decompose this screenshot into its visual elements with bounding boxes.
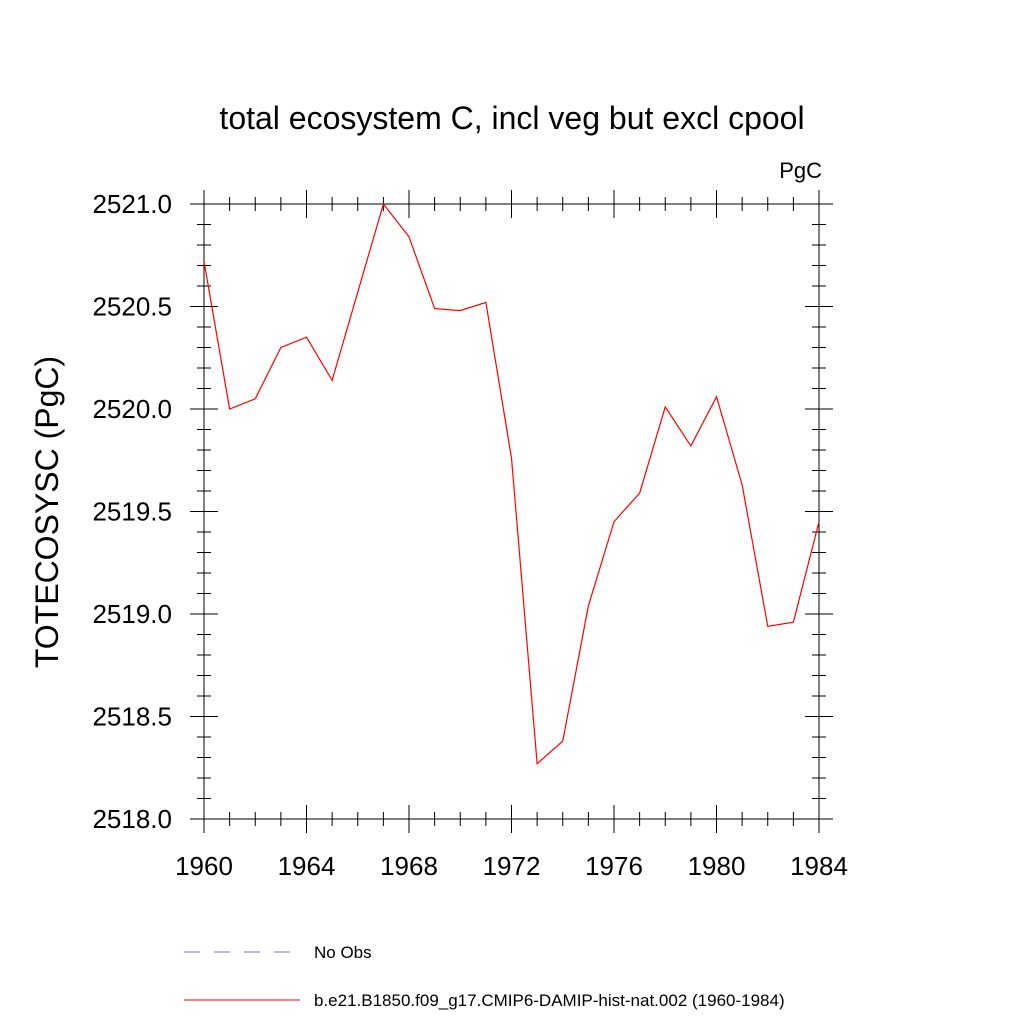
x-tick-label: 1976 [585,851,643,881]
y-tick-label: 2519.5 [92,497,172,527]
legend: No Obs b.e21.B1850.f09_g17.CMIP6-DAMIP-hi… [184,943,785,1010]
y-tick-label: 2521.0 [92,189,172,219]
y-tick-label: 2518.0 [92,804,172,834]
legend-label: No Obs [314,943,372,962]
x-tick-label: 1972 [483,851,541,881]
axis-ticks [190,190,833,833]
y-tick-label: 2519.0 [92,599,172,629]
y-axis-label: TOTECOSYSC (PgC) [29,356,65,668]
chart-title: total ecosystem C, incl veg but excl cpo… [219,100,805,136]
x-tick-label: 1964 [278,851,336,881]
legend-label: b.e21.B1850.f09_g17.CMIP6-DAMIP-hist-nat… [314,991,785,1010]
plot-area [203,202,820,820]
plot-frame [203,203,820,820]
y-tick-label: 2520.5 [92,292,172,322]
units-label: PgC [779,158,822,183]
tick-labels: 1960 1964 1968 1972 1976 1980 1984 2518.0 2518.5… [92,189,847,881]
x-tick-label: 1980 [688,851,746,881]
y-tick-label: 2518.5 [92,702,172,732]
x-tick-label: 1984 [790,851,848,881]
x-tick-label: 1960 [175,851,233,881]
series-line [203,202,820,765]
x-tick-label: 1968 [380,851,438,881]
y-tick-label: 2520.0 [92,394,172,424]
